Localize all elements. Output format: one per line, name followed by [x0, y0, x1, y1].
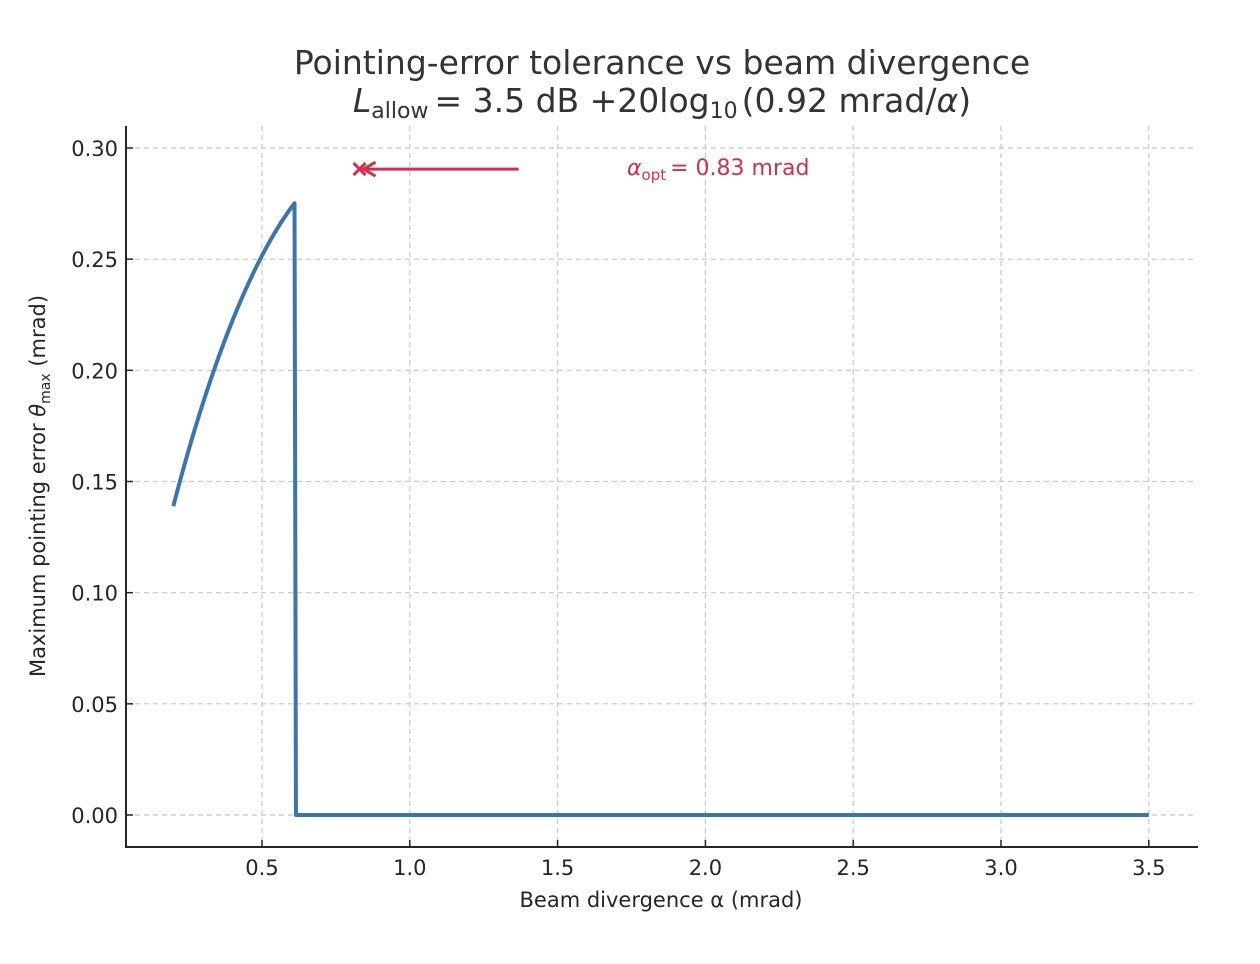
chart-title: Pointing-error tolerance vs beam diverge… — [294, 43, 1030, 82]
x-tick-label: 1.5 — [541, 856, 574, 880]
y-tick-label: 0.30 — [71, 137, 118, 161]
gridlines — [126, 126, 1197, 847]
y-tick-label: 0.10 — [71, 582, 118, 606]
y-tick-label: 0.20 — [71, 359, 118, 383]
x-tick-label: 1.0 — [393, 856, 426, 880]
x-tick-label: 2.0 — [689, 856, 722, 880]
y-axis-ticks: 0.00 0.05 0.10 0.15 0.20 0.25 0.30 — [71, 137, 133, 828]
y-axis-label: Maximum pointing error θmax (mrad) — [26, 295, 54, 677]
y-tick-label: 0.00 — [71, 804, 118, 828]
y-tick-label: 0.25 — [71, 248, 118, 272]
y-tick-label: 0.15 — [71, 471, 118, 495]
x-tick-label: 0.5 — [245, 856, 278, 880]
theta-max-curve — [171, 201, 1149, 817]
optimum-label: αopt = 0.83 mrad — [627, 156, 809, 184]
x-tick-label: 3.0 — [984, 856, 1017, 880]
x-axis-ticks: 0.5 1.0 1.5 2.0 2.5 3.0 3.5 — [245, 840, 1166, 880]
x-tick-label: 3.5 — [1132, 856, 1165, 880]
optimum-arrow — [360, 160, 519, 178]
x-tick-label: 2.5 — [836, 856, 869, 880]
optimum-marker-x-icon — [352, 162, 367, 177]
chart-subtitle: Lallow = 3.5 dB +20log10 (0.92 mrad/α) — [353, 81, 971, 124]
y-tick-label: 0.05 — [71, 693, 118, 717]
x-axis-label: Beam divergence α (mrad) — [520, 888, 803, 912]
